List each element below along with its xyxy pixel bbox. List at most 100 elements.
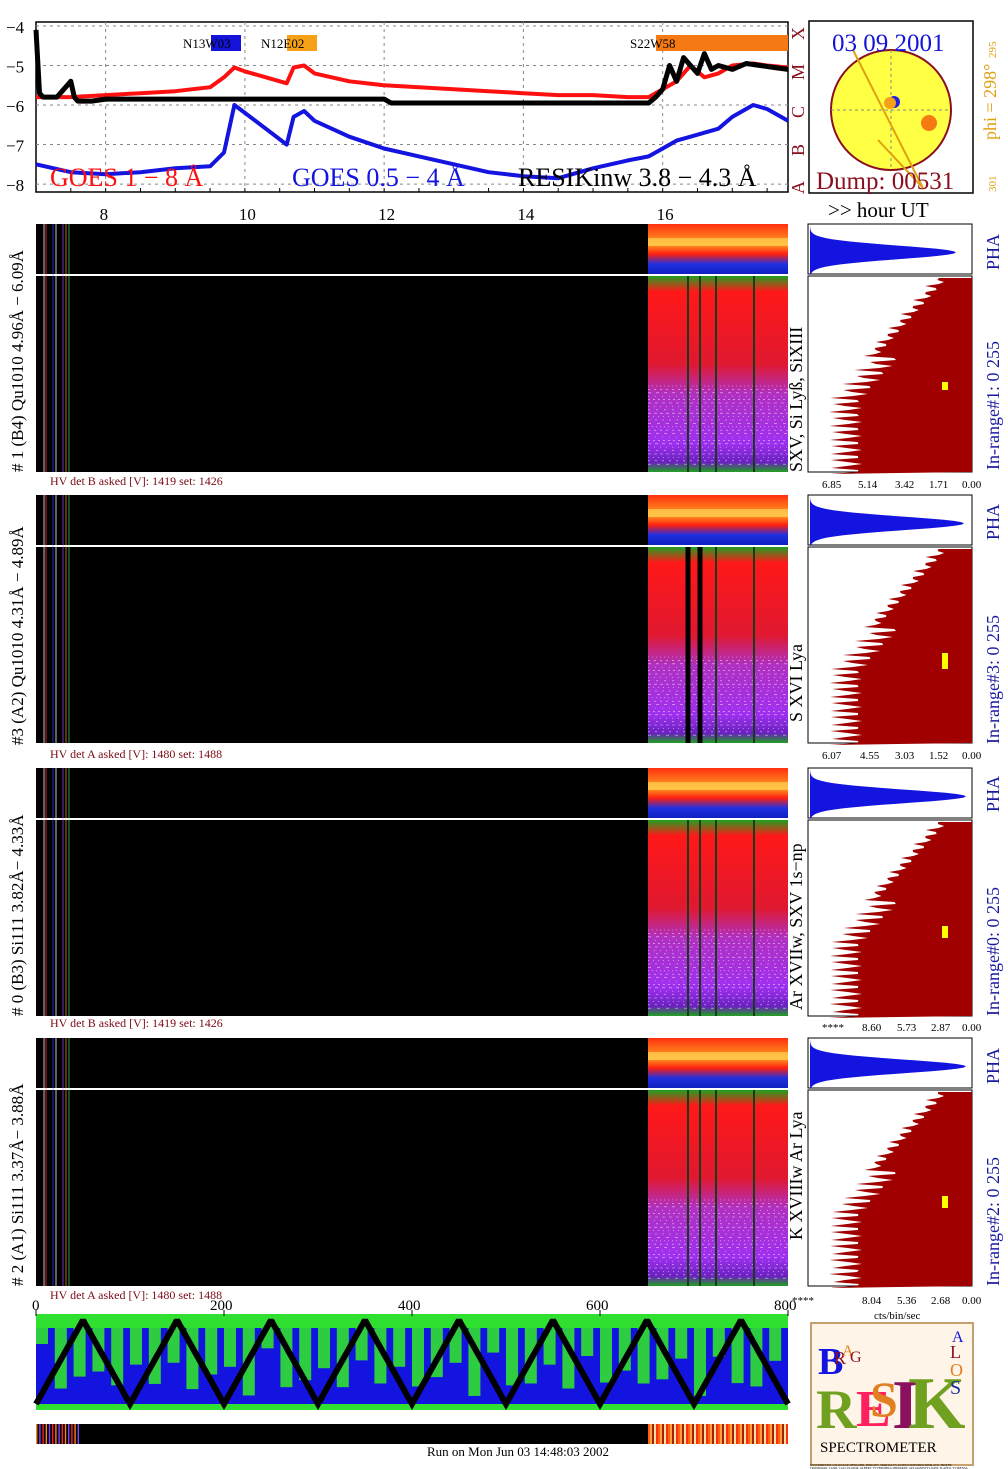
bottom-green-patch [130,1326,142,1365]
timeline-flare-mark [764,1424,766,1444]
histogram-marker-1 [942,653,948,669]
x-unit-label: >> hour UT [828,198,929,222]
detector-1-hv: HV det B asked [V]: 1419 set: 1426 [50,474,223,488]
detector-strip-highlight-2 [648,782,788,790]
detector-3-xtick-4: 0.00 [962,750,982,762]
scan-zigzag-line [33,1318,791,1411]
bottom-green-patch [224,1320,236,1367]
region-label-n13w03: N13W03 [183,36,231,51]
timeline-flare-mark [704,1424,706,1444]
region-bar-s22w58 [656,35,788,51]
timeline-flare-mark [658,1424,660,1444]
timeline-flare-mark [684,1424,686,1444]
class-letter-m: M [788,64,808,80]
timeline-flare-mark [710,1424,712,1444]
timeline-flare-mark [748,1424,750,1444]
sun-phi: phi = 298° [980,64,1000,140]
detector-1-label: # 1 (B4) Qu1010 4.96Å − 6.09Å [8,249,27,472]
detector-1-xtick-2: 3.42 [895,479,915,491]
detector-0-label: # 0 (B3) Si111 3.82Å− 4.33Å [8,814,27,1016]
detector-3-xtick-2: 3.03 [895,750,915,762]
detector-strip-highlight-1 [648,509,788,517]
timeline-flare-mark [656,1424,658,1444]
timeline-flare-mark [714,1424,716,1444]
timeline-left-mark [71,1424,73,1444]
bottom-strip: 0 200 400 600 800 [32,1300,797,1444]
detector-strip-flare-0 [648,224,788,274]
timeline-flare-mark [736,1424,738,1444]
histogram-spectrum-1 [829,549,972,745]
bottom-x-tick-label: 200 [210,1300,233,1314]
timeline-flare-mark [786,1424,788,1444]
detector-2-xtick-0: **** [792,1295,814,1307]
timeline-flare-mark [682,1424,684,1444]
goes-x-tick-label: 12 [378,205,395,224]
detector-2-xtick-2: 5.36 [897,1295,917,1307]
timeline-flare-mark [726,1424,728,1444]
detector-1-pha: PHA [983,233,1003,270]
timeline-flare-mark [728,1424,730,1444]
timeline-flare-mark [698,1424,700,1444]
timeline-flare-mark [648,1424,650,1444]
timeline-flare-mark [696,1424,698,1444]
class-letter-b: B [788,144,808,156]
bottom-green-patch [299,1326,312,1381]
timeline-flare-mark [718,1424,720,1444]
timeline-flare-mark [702,1424,704,1444]
detector-2-xtick-3: 2.68 [931,1295,951,1307]
detector-0-xtick-4: 0.00 [962,1022,982,1034]
timeline-flare-mark [762,1424,764,1444]
detector-main-flare-0 [648,276,788,472]
detector-2-range: In-range#2: 0 255 [983,1157,1003,1286]
detector-2-xtick-4: 0.00 [962,1295,982,1307]
bottom-green-patch [506,1320,518,1386]
logo-letter-o: O [950,1360,963,1380]
timeline-flare-mark [784,1424,786,1444]
run-text: Run on Mon Jun 03 14:48:03 2002 [427,1444,610,1459]
sun-panel: 03 09 2001 Dump: 00531 phi = 298° 295 30… [808,20,1000,194]
sun-axis-line [852,49,924,189]
detector-3-range: In-range#3: 0 255 [983,615,1003,744]
timeline-flare-mark [700,1424,702,1444]
detector-0-xtick-3: 2.87 [931,1022,951,1034]
timeline-left-mark [52,1424,54,1444]
detector-0-hv: HV det B asked [V]: 1419 set: 1426 [50,1016,223,1030]
detector-1-range: In-range#1: 0 255 [983,341,1003,470]
logo-letter-b: B [818,1341,843,1383]
timeline-left-mark [55,1424,57,1444]
detector-2-label: # 2 (A1) Si111 3.37Å− 3.88Å [8,1083,27,1286]
goes-series-line-1 [35,103,789,181]
bottom-x-tick-label: 800 [774,1300,797,1314]
pha-distribution-3 [810,1040,966,1088]
bottom-green-patch [600,1314,612,1383]
timeline-flare-mark [670,1424,672,1444]
detector-1-xtick-1: 5.14 [858,479,878,491]
detector-0-lines: Ar XVIIw, SXV 1s−np [786,843,806,1010]
histogram-marker-0 [942,382,948,390]
bottom-green-band-top [36,1314,788,1328]
region-label-s22w58: S22W58 [630,36,676,51]
timeline-left-mark [42,1424,44,1444]
detector-2-pha: PHA [983,1047,1003,1084]
timeline-flare-mark [730,1424,732,1444]
timeline-flare-mark [758,1424,760,1444]
detector-overlays [45,224,788,1286]
detector-0-range: In-range#0: 0 255 [983,887,1003,1016]
timeline-flare-mark [752,1424,754,1444]
timeline-flare-mark [676,1424,678,1444]
logo-letter-g: G [850,1349,862,1366]
region-label-n12e02: N12E02 [261,36,304,51]
pha-distribution-1 [810,497,964,545]
detector-strip-highlight-0 [648,238,788,246]
timeline-flare-mark [694,1424,696,1444]
timeline-flare-mark [652,1424,654,1444]
region-bar-n12e02 [287,35,317,51]
sun-dump: Dump: 00531 [816,168,954,194]
pha-distribution-2 [810,770,966,818]
goes-x-tick-label: 8 [100,205,109,224]
bottom-green-patch [637,1326,650,1384]
goes-x-tick-label: 14 [517,205,535,224]
timeline-left-mark [68,1424,70,1444]
logo-spectrometer: SPECTROMETER [820,1440,937,1456]
bottom-green-patch [111,1320,124,1386]
